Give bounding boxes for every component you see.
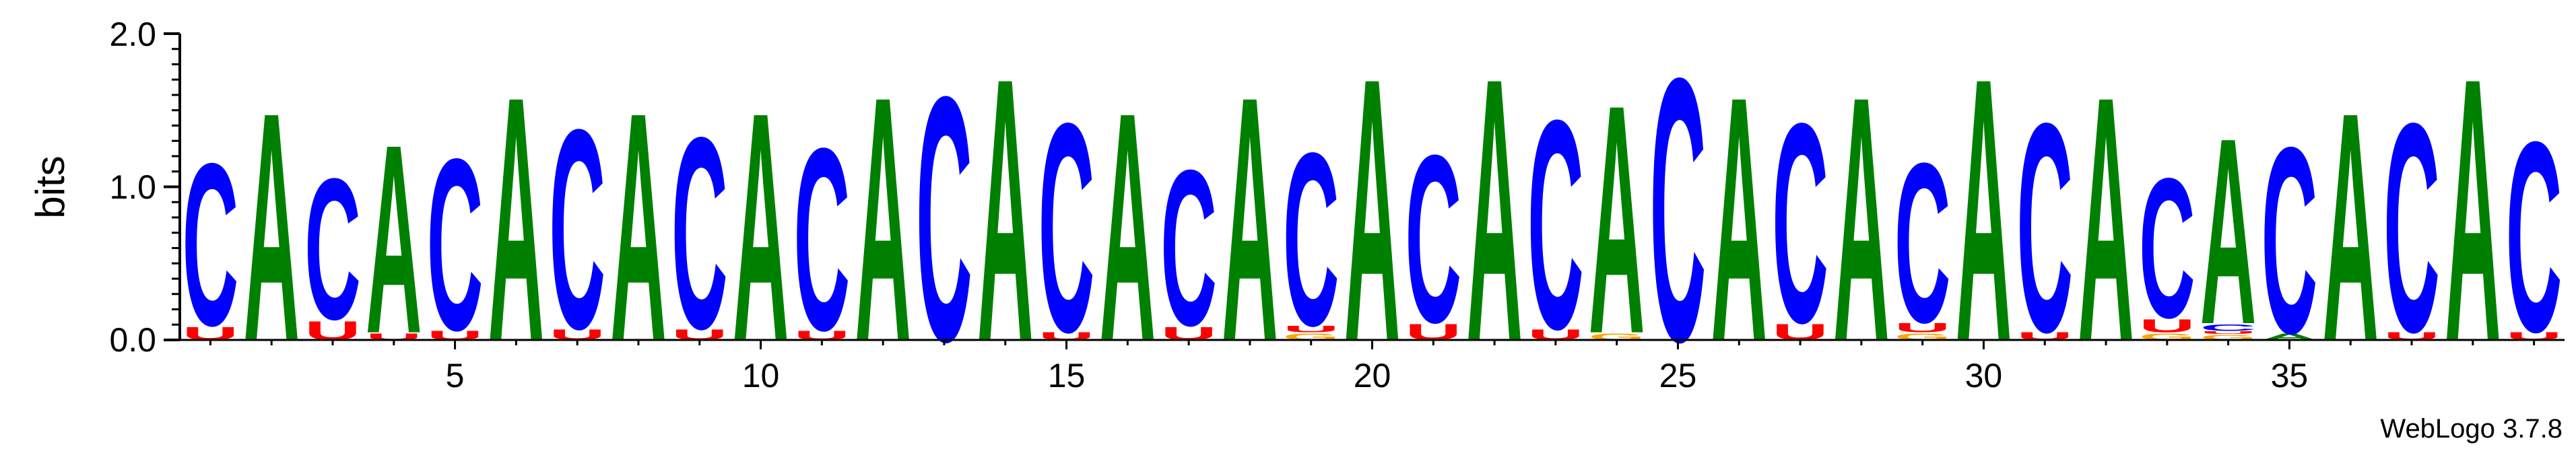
logo-letter-A-pos-26: A [1711,24,1768,415]
logo-letter-U-pos-33: U [2139,315,2195,337]
logo-letter-C-pos-21: C [1406,106,1462,374]
logo-letter-C-pos-29: C [1894,115,1951,370]
x-tick-label-30: 30 [1965,357,2003,394]
y-tick-label-2: 2.0 [109,15,156,53]
logo-letter-C-pos-23: C [1527,58,1584,391]
x-tick-labels: 5 10 15 20 25 30 35 [446,357,2309,394]
logo-letter-C-pos-15: C [1038,61,1095,394]
logo-letter-A-pos-34: A [2200,83,2257,380]
logo-letter-C-pos-39: C [2506,85,2563,388]
logo-letter-A-pos-32: A [2078,24,2134,415]
x-tick-label-15: 15 [1048,357,1086,394]
logo-letter-C-pos-17: C [1160,125,1217,372]
logo-letter-A-pos-38: A [2445,1,2501,420]
logo-letter-C-pos-3: C [304,137,361,362]
logo-letter-C-pos-11: C [794,95,851,385]
logo-letter-U-pos-29: U [1894,320,1951,335]
x-ticks [209,340,2536,349]
logo-letter-A-pos-14: A [977,1,1034,420]
logo-letter-U-pos-34: U [2200,331,2257,335]
logo-letter-C-pos-1: C [183,116,239,374]
logo-letter-A-pos-22: A [1466,1,1523,420]
x-tick-label-35: 35 [2271,357,2309,394]
logo-letter-C-pos-19: C [1283,101,1340,377]
logo-letter-A-pos-36: A [2322,44,2379,409]
logo-letter-C-pos-34: C [2200,322,2257,333]
weblogo-footer: WebLogo 3.7.8 [2380,414,2563,444]
logo-letter-A-pos-12: A [855,24,911,415]
y-tick-label-1: 1.0 [109,168,156,206]
logo-letter-C-pos-13: C [916,24,972,415]
logo-letter-C-pos-31: C [2016,61,2073,394]
y-tick-label-0: 0.0 [109,321,156,359]
y-axis-label: bits [28,156,73,218]
logo-letter-C-pos-33: C [2139,136,2195,359]
x-tick-label-20: 20 [1354,357,1391,394]
axes [164,32,2565,349]
logo-letter-A-pos-20: A [1344,1,1401,420]
x-tick-label-5: 5 [446,357,465,394]
x-tick-label-10: 10 [742,357,780,394]
logo-letter-C-pos-27: C [1772,63,1828,382]
logo-letter-U-pos-19: U [1283,324,1340,335]
logo-letter-A-pos-18: A [1222,24,1278,415]
logo-letter-A-pos-10: A [733,44,789,409]
logo-letter-A-pos-28: A [1833,24,1890,415]
logo-letter-C-pos-9: C [671,81,728,386]
logo-letter-C-pos-37: C [2383,61,2440,394]
x-tick-label-25: 25 [1659,357,1697,394]
plot-area: UC A UC UA UC A UC A UC A UC A C A UC A UC A GUC A UC A UC GA C A… [28,1,2565,444]
logo-letter-A-pos-2: A [243,44,300,409]
y-minor-ticks [164,32,180,341]
logo-letter-A-pos-16: A [1100,44,1156,409]
logo-letter-C-pos-25: C [1650,1,1707,420]
logo-letter-C-pos-5: C [427,109,484,382]
logo-letter-A-pos-24: A [1589,37,1645,402]
logo-letter-C-pos-7: C [549,69,605,388]
logo-letter-A-pos-6: A [488,24,545,415]
logo-letter-A-pos-8: A [610,44,667,409]
logo-letter-A-pos-30: A [1956,1,2012,420]
